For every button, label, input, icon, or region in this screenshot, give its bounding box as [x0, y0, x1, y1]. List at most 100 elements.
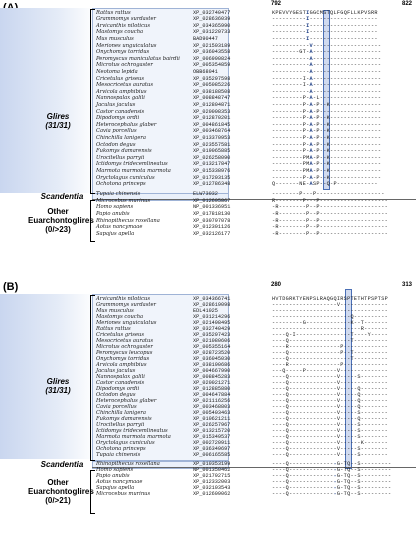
- sequence-segment: ---------P-A-P--K---------------: [272, 142, 381, 149]
- sequence-right: -P--K---------------: [312, 141, 382, 148]
- accession-id: XP_004647884: [193, 391, 231, 398]
- sequence-right: -V--------------: [333, 301, 389, 308]
- panel-b-glires-brace: [90, 295, 95, 461]
- sequence-left: ---Q-----P--------: [272, 367, 334, 374]
- accession-id: XP_012332003: [193, 479, 231, 485]
- accession-id: XP_026257967: [193, 421, 231, 428]
- species-name: Microcebus murinus: [96, 491, 151, 497]
- sequence-highlight-residue: A: [309, 75, 313, 82]
- sequence-segment: ---------P-A-P--K---------------: [272, 115, 381, 122]
- sequence-right: GGCMSTQLFGQFLLKPVSRR: [309, 9, 378, 16]
- sequence-highlight-residue: A: [309, 154, 313, 161]
- sequence-segment: ----Q-I----------------T----Y-----: [272, 332, 388, 339]
- species-name: Aotus nancymaae: [96, 224, 143, 231]
- sequence-left: ---------P-: [272, 121, 310, 128]
- panel-a-glires-box: [92, 8, 229, 195]
- accession-id: XP_036045030: [193, 355, 231, 362]
- sequence-left: ----Q-------------: [272, 397, 334, 404]
- species-name: Papio anubis: [96, 211, 130, 217]
- sequence-left: ----------: [272, 35, 307, 42]
- sequence-left: ----Q-------------: [272, 427, 334, 434]
- sequence-segment: ----Q--------------V-----Q--------: [272, 386, 388, 393]
- accession-id: XP_012804871: [193, 101, 231, 108]
- sequence-segment: ----------I--------------------: [272, 16, 378, 23]
- panel-b-highlight-column: [345, 289, 352, 469]
- sequence-right: --------------------: [312, 68, 382, 75]
- sequence-highlight-residue: A: [309, 62, 313, 69]
- sequence-right: --------R-------: [333, 325, 389, 332]
- sequence-left: -R--------P-: [272, 224, 313, 231]
- species-name: Homo sapiens: [96, 204, 134, 211]
- species-name: Mastomys coucha: [96, 29, 144, 36]
- species-name: Grammomys surdaster: [96, 301, 157, 308]
- panel-b-label: (B): [3, 281, 19, 293]
- panel-b-other-count: (0/>21): [45, 496, 71, 505]
- sequence-left: ----------: [272, 22, 307, 29]
- sequence-highlight-residue: A: [309, 108, 313, 115]
- sequence-right: G-TQ--S---------: [336, 479, 392, 485]
- sequence-segment: ---------P-A-P--K---------------: [272, 128, 381, 135]
- species-name: Octodon degus: [96, 141, 136, 148]
- sequence-right: -P--------------------: [312, 197, 389, 204]
- sequence-left: ------------------: [272, 307, 334, 314]
- sequence-left: ---------I-: [272, 82, 310, 89]
- sequence-segment: ---------P-A-L------------------: [272, 95, 381, 102]
- sequence-segment: -----------------------Q----------: [272, 314, 388, 321]
- sequence-right: -V-----S--------: [333, 373, 389, 380]
- species-name: Meriones unguiculatus: [96, 319, 157, 326]
- sequence-segment: ----Q--------------V-----S--------: [272, 434, 388, 441]
- sequence-left: ----Q-------------: [272, 373, 334, 380]
- sequence-left: ----Q-------------: [272, 337, 334, 344]
- sequence-segment: -R--------P--P--------------------: [272, 211, 388, 218]
- accession-id: XP_021116256: [193, 397, 231, 404]
- sequence-segment: ---------P-A-P--K---------------: [272, 102, 381, 109]
- sequence-highlight-residue: A: [309, 167, 313, 174]
- sequence-segment: -R--------P--P--------------------: [272, 224, 388, 231]
- sequence-left: ----Q-------------: [272, 355, 334, 362]
- sequence-left: KPEVVYGEST: [272, 9, 307, 16]
- sequence-left: ---------G--------: [272, 319, 334, 326]
- panel-a-pos-start: 792: [271, 1, 282, 7]
- sequence-highlight-residue: -: [333, 473, 337, 479]
- accession-id: XP_030797078: [193, 217, 231, 224]
- sequence-segment: ----Q--------------V-----S--------: [272, 428, 388, 435]
- accession-id: NP_001350462: [193, 467, 231, 473]
- accession-id: XP_019065885: [193, 148, 231, 155]
- sequence-right: --------------------: [312, 88, 382, 95]
- accession-id: XP_031214296: [193, 313, 231, 320]
- sequence-highlight-residue: A: [309, 115, 313, 122]
- sequence-right: G-TQ--S---------: [336, 473, 392, 479]
- sequence-left: HVTDGRKTYENPSLRAQG: [272, 295, 334, 302]
- sequence-segment: -R--------P--P--------------------: [272, 231, 388, 238]
- species-name: Chinchilla lanigera: [96, 409, 146, 416]
- accession-id: XP_032103543: [193, 485, 231, 491]
- accession-id: XP_021503189: [193, 42, 231, 49]
- species-name: Chinchilla lanigera: [96, 134, 146, 141]
- species-name: Mesocricetus auratus: [96, 337, 154, 344]
- accession-id: XP_012786348: [193, 181, 231, 188]
- sequence-left: -----------: [272, 88, 310, 95]
- sequence-segment: ----------I--------------------: [272, 36, 378, 43]
- sequence-highlight-residue: -: [333, 491, 337, 497]
- sequence-left: ----Q-------------: [272, 391, 334, 398]
- sequence-left: ----------: [272, 16, 307, 23]
- species-name: Rhinopithecus roxellana: [96, 461, 160, 467]
- species-name: Homo sapiens: [96, 467, 134, 473]
- panel-b-scandentia-label: Scandentia: [40, 460, 84, 469]
- sequence-left: ---------P-: [272, 108, 310, 115]
- sequence-right: ----------------: [333, 307, 389, 314]
- sequence-segment: --------------------------R-------: [272, 326, 388, 333]
- sequence-highlight-residue: A: [309, 68, 313, 75]
- sequence-right: --------------------: [309, 29, 378, 36]
- species-name: Marmota marmota marmota: [96, 433, 171, 440]
- sequence-highlight-residue: A: [309, 82, 313, 89]
- sequence-left: ---------P-: [272, 101, 310, 108]
- species-name: Cavia porcellus: [96, 128, 137, 135]
- accession-id: BAD90447: [193, 35, 218, 42]
- sequence-left: ----Q-------------: [272, 479, 334, 485]
- sequence-segment: R--------P---P--------------------: [272, 198, 388, 205]
- sequence-segment: ----Q--------------V------K-------: [272, 440, 388, 447]
- accession-id: EDL41025: [193, 307, 218, 314]
- species-name: Cavia porcellus: [96, 403, 137, 410]
- sequence-right: -V-----Q--------: [333, 403, 389, 410]
